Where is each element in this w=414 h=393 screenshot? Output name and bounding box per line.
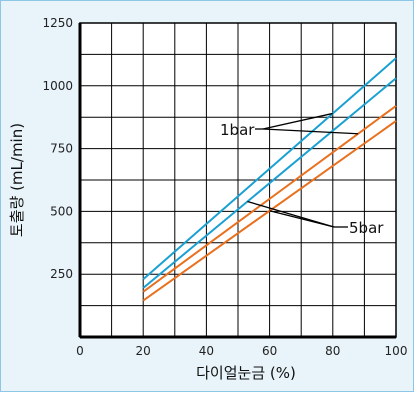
x-tick-label: 100	[385, 344, 408, 358]
y-tick-label: 1000	[42, 79, 73, 93]
y-axis-label: 토출량 (mL/min)	[8, 123, 26, 237]
series-line-1bar-1	[142, 57, 397, 280]
tick-labels: 250 500 750 1000 1250 0 20 40 60 80 100	[42, 16, 407, 358]
series-group	[142, 57, 397, 302]
x-tick-label: 0	[76, 344, 84, 358]
annotations: 1bar 5bar	[220, 112, 384, 237]
x-tick-label: 60	[262, 344, 277, 358]
y-tick-label: 750	[50, 142, 73, 156]
y-tick-label: 1250	[42, 16, 73, 30]
grid	[78, 22, 397, 339]
x-tick-label: 20	[136, 344, 151, 358]
series-line-5bar-1	[142, 105, 397, 293]
y-tick-label: 500	[50, 204, 73, 218]
leader-1bar-b	[262, 128, 359, 135]
x-axis-label: 다이얼눈금 (%)	[196, 364, 296, 382]
leader-5bar-b	[269, 210, 335, 228]
series-line-1bar-2	[142, 77, 397, 289]
annotation-5bar: 5bar	[349, 219, 384, 237]
y-tick-label: 250	[50, 267, 73, 281]
leader-1bar-a	[262, 112, 333, 130]
annotation-1bar: 1bar	[220, 121, 255, 139]
x-tick-label: 80	[325, 344, 340, 358]
x-tick-label: 40	[199, 344, 214, 358]
